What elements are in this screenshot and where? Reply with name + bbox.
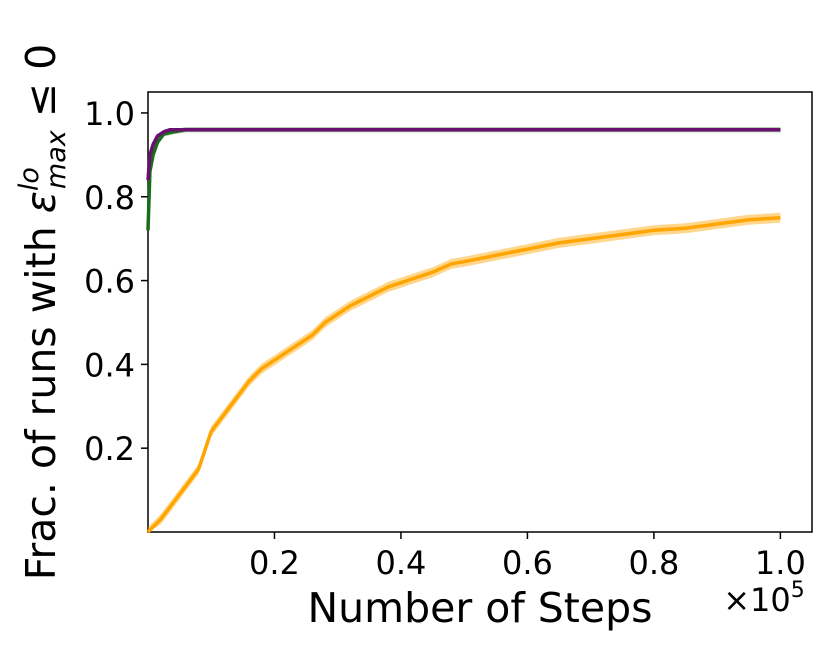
x-axis-label: Number of Steps [308, 584, 653, 632]
y-label-suffix: ≤ 0 [17, 44, 65, 131]
x-tick-label: 0.6 [502, 544, 553, 582]
x-tick-label: 1.0 [755, 544, 806, 582]
series-1-band [148, 128, 781, 182]
plot-frame [147, 91, 813, 533]
series-2-line [146, 215, 781, 534]
y-tick-label: 0.8 [84, 179, 135, 217]
series-layer [146, 127, 781, 534]
x-tick-label: 0.4 [376, 544, 427, 582]
y-label-subscript: max [41, 129, 72, 189]
series-0-band [148, 127, 781, 233]
y-label-superscript: lo [14, 167, 45, 191]
ticks-layer: 0.2 0.4 0.6 0.8 1.0 0.2 0.4 0.6 0.8 1.0 [84, 95, 806, 582]
x-tick-label: 0.2 [249, 544, 300, 582]
y-axis-label: Frac. of runs with εlomax ≤ 0 [14, 44, 72, 581]
y-tick-label: 1.0 [84, 95, 135, 133]
y-tick-label: 0.2 [84, 430, 135, 468]
x-multiplier-exponent: 5 [791, 578, 805, 603]
series-0-line [146, 127, 781, 231]
x-axis-multiplier: ×105 [723, 578, 805, 619]
x-multiplier-base: ×10 [723, 581, 791, 619]
y-tick-label: 0.6 [84, 263, 135, 301]
y-label-symbol: ε [17, 191, 65, 213]
series-1-line [146, 127, 781, 181]
y-tick-label: 0.4 [84, 346, 135, 384]
x-tick-label: 0.8 [628, 544, 679, 582]
y-label-prefix: Frac. of runs with [17, 213, 65, 580]
